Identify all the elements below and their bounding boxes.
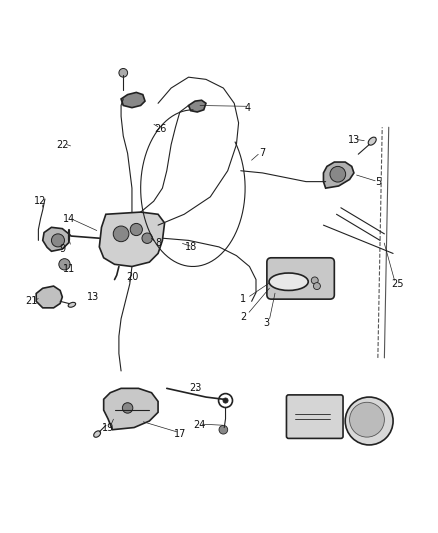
Polygon shape bbox=[121, 92, 145, 108]
Circle shape bbox=[51, 234, 64, 247]
Text: 5: 5 bbox=[375, 176, 381, 187]
Text: 9: 9 bbox=[59, 244, 65, 254]
Text: 26: 26 bbox=[154, 124, 166, 134]
Circle shape bbox=[223, 398, 228, 403]
Text: 19: 19 bbox=[102, 423, 114, 433]
Text: 2: 2 bbox=[240, 312, 246, 321]
Circle shape bbox=[311, 277, 318, 284]
Circle shape bbox=[219, 425, 228, 434]
FancyBboxPatch shape bbox=[286, 395, 343, 439]
Text: 1: 1 bbox=[240, 294, 246, 304]
Circle shape bbox=[330, 166, 346, 182]
Polygon shape bbox=[36, 286, 62, 308]
Circle shape bbox=[119, 68, 127, 77]
Ellipse shape bbox=[368, 137, 376, 145]
Polygon shape bbox=[323, 162, 354, 188]
Text: 17: 17 bbox=[173, 429, 186, 439]
Circle shape bbox=[122, 403, 133, 413]
Circle shape bbox=[345, 397, 393, 445]
Text: 13: 13 bbox=[87, 292, 99, 302]
Text: 7: 7 bbox=[259, 148, 266, 158]
Polygon shape bbox=[43, 228, 69, 251]
Text: 22: 22 bbox=[56, 140, 69, 150]
Polygon shape bbox=[104, 389, 158, 430]
Ellipse shape bbox=[269, 273, 308, 290]
Text: 25: 25 bbox=[391, 279, 404, 289]
Text: 12: 12 bbox=[34, 196, 47, 206]
Text: 11: 11 bbox=[63, 264, 75, 273]
Circle shape bbox=[130, 223, 142, 236]
Circle shape bbox=[314, 282, 321, 289]
Circle shape bbox=[59, 259, 70, 270]
Polygon shape bbox=[99, 212, 165, 266]
Circle shape bbox=[142, 233, 152, 244]
Circle shape bbox=[113, 226, 129, 241]
Text: 3: 3 bbox=[264, 318, 270, 328]
Text: 20: 20 bbox=[126, 272, 138, 282]
Text: 21: 21 bbox=[26, 296, 38, 306]
Ellipse shape bbox=[68, 302, 76, 307]
FancyBboxPatch shape bbox=[267, 258, 334, 299]
Text: 4: 4 bbox=[244, 103, 251, 112]
Text: 18: 18 bbox=[184, 242, 197, 252]
Circle shape bbox=[350, 402, 385, 437]
Text: 8: 8 bbox=[155, 238, 161, 247]
Text: 14: 14 bbox=[63, 214, 75, 224]
Text: 13: 13 bbox=[348, 135, 360, 146]
Text: 24: 24 bbox=[193, 421, 205, 430]
Text: 23: 23 bbox=[189, 383, 201, 393]
Ellipse shape bbox=[94, 431, 101, 437]
Polygon shape bbox=[188, 100, 206, 112]
